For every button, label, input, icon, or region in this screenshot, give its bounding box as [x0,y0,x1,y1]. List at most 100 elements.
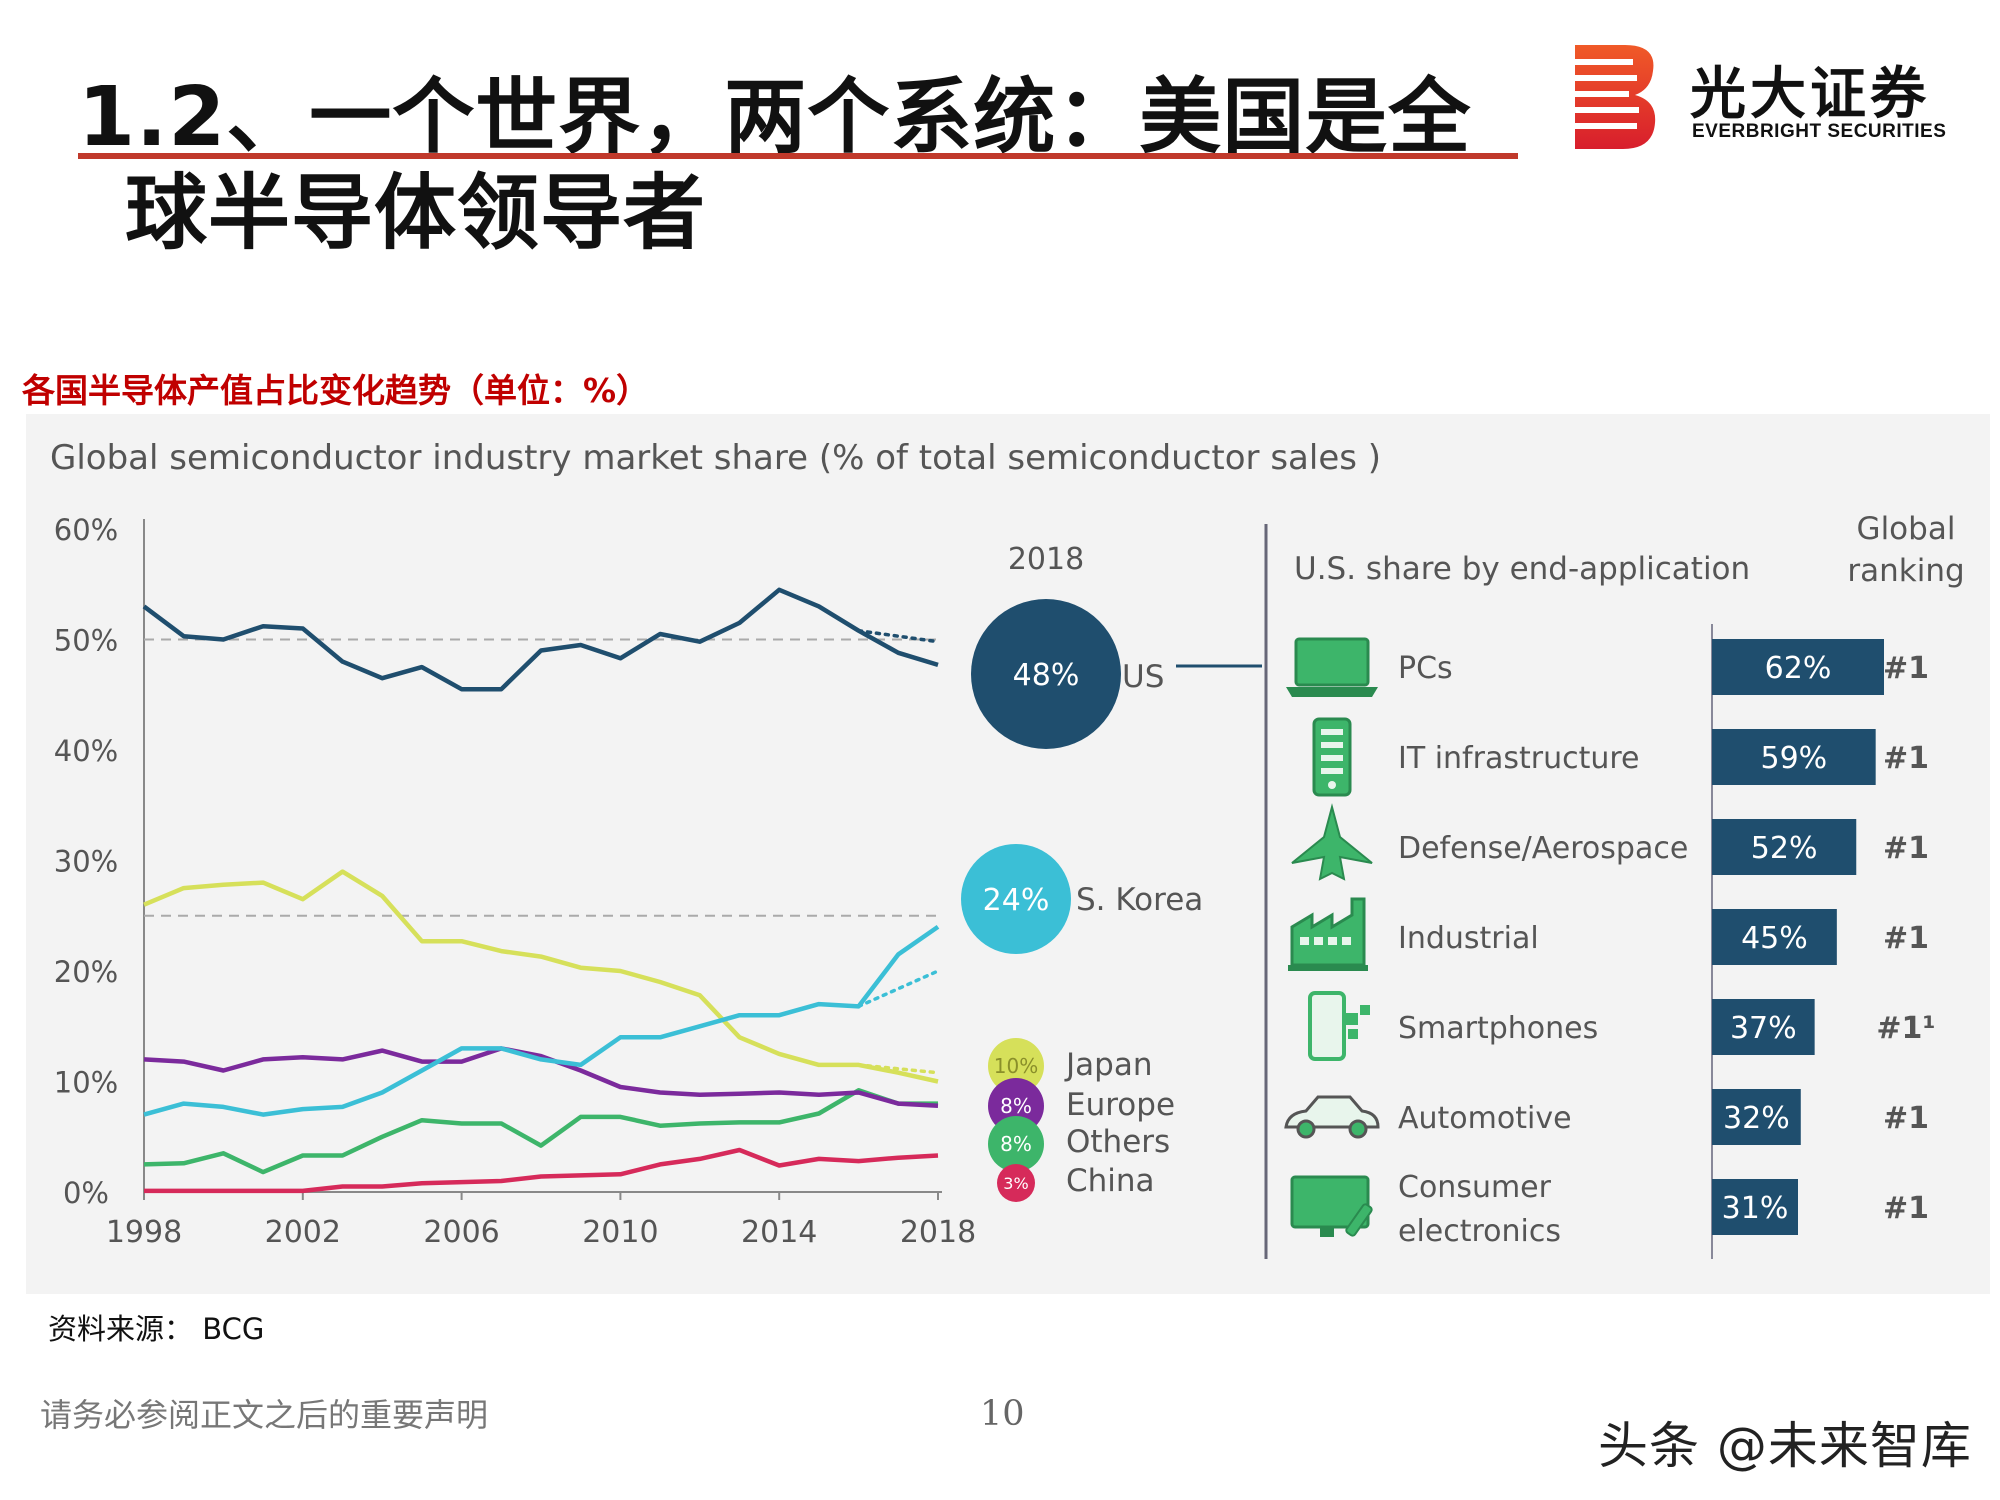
page-number: 10 [980,1394,1025,1434]
bar-value-label: 32% [1723,1101,1790,1136]
ranking-label: #1 [1883,1101,1929,1136]
disclaimer: 请务必参阅正文之后的重要声明 [40,1396,489,1434]
line-chart: 0% 10% 20% 30% 40% 50% 60% 1998 2002 2006 2010 2014… [54,513,976,1250]
ranking-label: #1 [1883,741,1929,776]
bubble-legend: 2018 48% US 24% S. Korea 10% Japan 8% Europe 8% Ot… [961,542,1262,1202]
laptop-icon [1286,637,1378,697]
bar-row: PCs 62% #1 [1286,637,1929,697]
y-tick-label: 0% [63,1176,109,1210]
y-tick-label: 20% [54,955,118,989]
bar-row: Consumer electronics 31% #1 [1290,1170,1929,1249]
bar-row: Smartphones 37% #1¹ [1308,991,1936,1061]
bar-category-label: Industrial [1398,921,1539,956]
x-tick-label: 2010 [582,1215,658,1250]
bubble-us [971,599,1121,749]
bubble-name-label: S. Korea [1076,882,1203,918]
bar-value-label: 52% [1751,831,1818,866]
ranking-header: Global [1857,511,1956,547]
chart-caption: 各国半导体产值占比变化趋势（单位：%） [22,371,650,410]
bar-category-label: Automotive [1398,1101,1572,1136]
y-tick-label: 50% [54,624,118,658]
projection-line [856,628,940,644]
bubble-name-label: Japan [1064,1047,1152,1083]
y-tick-label: 60% [54,513,118,547]
bar-row: Defense/Aerospace 52% #1 [1291,803,1929,881]
bar-value-label: 37% [1730,1011,1797,1046]
logo-name-cn: 光大证券 [1690,62,1930,127]
ranking-header: ranking [1847,553,1964,589]
ranking-label: #1 [1883,921,1929,956]
bubble-value-label: 8% [1000,1132,1032,1156]
bubble-value-label: 3% [1003,1174,1028,1193]
everbright-logo: 光大证券 EVERBRIGHT SECURITIES [1575,45,1965,155]
bar-chart-title: U.S. share by end-application [1294,551,1750,587]
watermark: 头条 @未来智库 [1598,1417,1972,1475]
ranking-label: #1¹ [1876,1011,1935,1046]
chart-svg: Global semiconductor industry market sha… [50,438,1965,1259]
bubble-value-label: 10% [994,1054,1038,1078]
series-line-others [143,1088,938,1175]
bar [1712,639,1884,695]
x-tick-label: 2014 [741,1215,817,1250]
bubble-value-label: 24% [983,883,1050,918]
bar-category-label: Defense/Aerospace [1398,831,1688,866]
bar-category-label: electronics [1398,1214,1561,1249]
bubble-name-label: China [1066,1163,1155,1199]
bar-value-label: 59% [1760,741,1827,776]
chart-panel: Global semiconductor industry market sha… [26,414,1990,1294]
bubble-china [997,1164,1035,1202]
tv-icon [1290,1175,1373,1237]
bar [1712,1089,1801,1145]
bar-value-label: 45% [1741,921,1808,956]
x-tick-label: 2018 [900,1215,976,1250]
logo-name-en: EVERBRIGHT SECURITIES [1692,121,1947,142]
bar [1712,999,1815,1055]
bar-row: Automotive 32% #1 [1284,1089,1929,1145]
bubble-japan [988,1038,1044,1094]
bar [1712,729,1876,785]
series-line-us [142,587,939,692]
ranking-label: #1 [1883,831,1929,866]
page-title: 1.2、一个世界，两个系统：美国是全 [78,62,1518,174]
factory-icon [1288,897,1368,971]
x-tick-label: 1998 [106,1215,182,1250]
y-tick-label: 40% [54,734,118,768]
bubble-name-label: US [1122,659,1164,695]
chart-title: Global semiconductor industry market sha… [50,438,1381,478]
bubble-value-label: 48% [1013,658,1080,693]
x-tick-label: 2002 [265,1215,341,1250]
bar-value-label: 31% [1722,1191,1789,1226]
bar-category-label: PCs [1398,651,1453,686]
jet-icon [1291,803,1373,881]
bubble-name-label: Europe [1066,1087,1175,1123]
smartphone-icon [1308,991,1370,1061]
bar-category-label: IT infrastructure [1398,741,1639,776]
series-line-s-korea [143,924,940,1117]
source-note: 资料来源： BCG [48,1312,265,1346]
bubble-value-label: 8% [1000,1094,1032,1118]
bar-category-label: Smartphones [1398,1011,1598,1046]
y-tick-label: 10% [54,1066,118,1100]
ranking-label: #1 [1883,1191,1929,1226]
projection-line [856,1063,940,1075]
bubble-name-label: Others [1066,1124,1170,1160]
bubble-s-korea [961,844,1071,954]
title-underline [78,153,1518,159]
series-line-japan [143,869,939,1084]
series-line-europe [143,1046,939,1109]
page-title-line1: 1.2、一个世界，两个系统：美国是全 [78,70,1472,165]
bubble-year-label: 2018 [1008,542,1084,577]
ranking-label: #1 [1883,651,1929,686]
server-icon [1312,717,1352,797]
bar-category-label: Consumer [1398,1170,1552,1205]
series-line-china [144,1147,939,1194]
x-tick-label: 2006 [423,1215,499,1250]
bar-row: Industrial 45% #1 [1288,897,1929,971]
bar [1712,819,1857,875]
bar [1712,909,1837,965]
bar [1712,1179,1798,1235]
bubble-others [988,1116,1044,1172]
end-application-chart: U.S. share by end-application Global ranki… [1264,511,1965,1259]
bar-value-label: 62% [1765,651,1832,686]
page-title-line2: 球半导体领导者 [125,166,707,261]
